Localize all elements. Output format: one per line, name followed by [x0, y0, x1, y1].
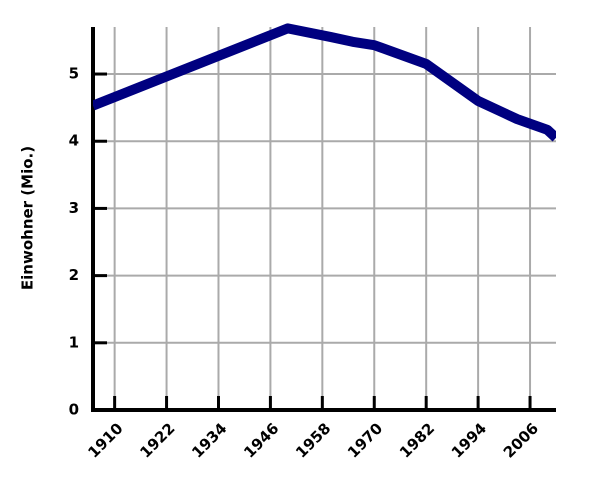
x-tick-label: 1946: [240, 419, 282, 461]
x-tick-label: 1982: [396, 419, 438, 461]
x-tick-label: 1910: [84, 419, 126, 461]
y-tick-label: 4: [69, 132, 79, 150]
y-tick-label: 0: [69, 401, 79, 419]
x-tick-label: 1958: [292, 419, 334, 461]
data-line: [93, 23, 556, 142]
y-tick-label: 3: [69, 199, 79, 217]
x-tick-label: 1994: [448, 419, 490, 461]
x-tick-label: 2006: [500, 419, 542, 461]
x-tick-label: 1934: [188, 419, 230, 461]
y-axis-label: Einwohner (Mio.): [19, 146, 37, 290]
y-tick-label: 5: [69, 65, 79, 83]
y-tick-label: 1: [69, 333, 79, 351]
x-tick-label: 1970: [344, 419, 386, 461]
x-tick-label: 1922: [136, 419, 178, 461]
y-tick-label: 2: [69, 266, 79, 284]
